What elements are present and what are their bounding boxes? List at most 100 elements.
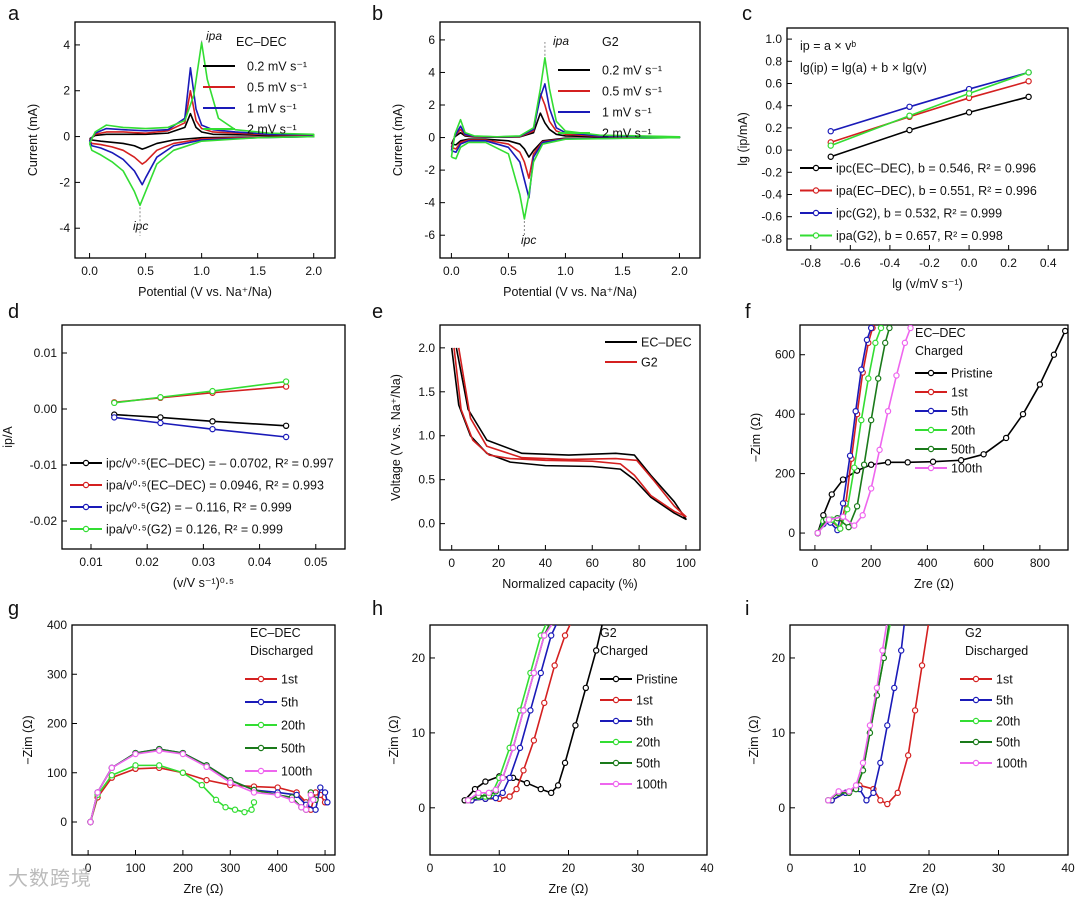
data-point [1061, 327, 1068, 335]
legend-label: 1 mV s⁻¹ [602, 106, 652, 120]
legend-title: Charged [600, 644, 648, 658]
data-point [904, 459, 911, 466]
data-point [307, 791, 315, 799]
legend-marker [82, 503, 90, 511]
data-point [551, 662, 558, 669]
legend-label: ipa(EC–DEC), b = 0.551, R² = 0.996 [836, 184, 1037, 198]
series-group [814, 325, 1068, 537]
series-line-50th [467, 625, 550, 802]
legend-marker [927, 369, 935, 377]
x-tick-label: 30 [631, 861, 645, 875]
legend-label: 5th [636, 715, 653, 729]
data-point [537, 785, 545, 793]
x-tick-label: 1.5 [614, 264, 631, 278]
panel-letter: c [742, 3, 752, 25]
x-tick-label: 20 [492, 556, 506, 570]
series-line-20th [816, 327, 882, 534]
legend-marker [257, 767, 265, 775]
legend-label: 0.5 mV s⁻¹ [602, 85, 662, 99]
equation-text: ip = a × vᵇ [800, 39, 856, 53]
y-tick-label: 0 [778, 801, 785, 815]
data-point [882, 339, 889, 347]
legend-marker [612, 738, 620, 746]
y-axis-label: ip/A [1, 426, 15, 448]
data-point [845, 523, 852, 531]
series-line-g2 [453, 347, 687, 518]
data-point [209, 387, 216, 395]
legend-marker [972, 717, 980, 725]
series-line-50th [827, 625, 890, 801]
series-line-ipaecdecb0551r0996 [830, 80, 1029, 144]
series-group [461, 618, 603, 804]
data-point [506, 774, 513, 782]
legend-label: ipc/v⁰·⁵(G2) = – 0.116, R² = 0.999 [106, 501, 292, 515]
y-tick-label: -2 [59, 175, 70, 189]
x-axis-label: Zre (Ω) [914, 577, 954, 591]
data-point [1025, 69, 1032, 76]
legend-label: 100th [996, 757, 1027, 771]
data-point [157, 414, 164, 421]
y-tick-label: 0 [418, 801, 425, 815]
legend-label: G2 [641, 356, 658, 370]
legend-marker [972, 696, 980, 704]
x-tick-label: 0.03 [192, 555, 216, 569]
data-point [858, 366, 865, 373]
panel-i: i 0 10 20 30 40 0 10 20 Zre (Ω) −Zim (Ω) 1st 5th 20th… [745, 598, 1075, 896]
legend-title: G2 [965, 626, 982, 640]
y-tick-label: 20 [772, 651, 786, 665]
data-point [893, 372, 900, 379]
x-tick-label: 0.02 [136, 555, 160, 569]
legend-marker [612, 717, 620, 725]
y-tick-label: 600 [775, 348, 795, 362]
data-point [902, 618, 907, 623]
panel-h: h 0 10 20 30 40 0 10 20 Zre (Ω) −Zim (Ω) Pristine 1s… [372, 598, 714, 896]
data-point [549, 618, 554, 623]
y-tick-label: 20 [412, 651, 426, 665]
data-point [1002, 434, 1010, 442]
legend-title: G2 [602, 35, 619, 49]
y-tick-label: 400 [47, 618, 67, 632]
data-point [867, 461, 875, 468]
plot-frame [61, 324, 346, 550]
data-point [111, 414, 118, 421]
y-axis-label: Current (mA) [26, 104, 40, 176]
legend-label: 20th [996, 715, 1020, 729]
data-point [886, 325, 893, 332]
y-tick-label: 0.4 [765, 99, 782, 113]
legend-marker [972, 738, 980, 746]
y-tick-label: -0.4 [761, 188, 782, 202]
data-point [891, 684, 898, 692]
series-group [825, 618, 930, 808]
data-point [155, 747, 163, 754]
plot-frame [439, 21, 701, 259]
x-tick-label: 0.05 [304, 555, 328, 569]
legend-label: 100th [636, 778, 667, 792]
data-point [561, 759, 569, 767]
data-point [582, 684, 590, 692]
x-tick-label: 0.0 [443, 264, 460, 278]
anodic-peak-label: ipa [206, 29, 222, 43]
y-axis-label: −Zim (Ω) [387, 715, 401, 764]
y-tick-label: 2 [428, 98, 435, 112]
y-tick-label: 0 [788, 526, 795, 540]
y-tick-label: -0.02 [30, 514, 58, 528]
data-point [288, 796, 296, 804]
plot-frame [799, 324, 1069, 551]
x-axis-label: Zre (Ω) [549, 882, 589, 896]
data-point [274, 791, 281, 799]
series-group [450, 57, 681, 220]
plot-frame [789, 624, 1069, 856]
x-tick-label: 300 [220, 861, 240, 875]
legend-label: ipc(G2), b = 0.532, R² = 0.999 [836, 207, 1002, 221]
data-point [1036, 381, 1044, 388]
data-point [1025, 93, 1032, 101]
y-tick-label: -2 [424, 163, 435, 177]
data-point [885, 618, 890, 623]
data-point [873, 684, 881, 692]
data-point [527, 707, 534, 714]
data-point [980, 451, 987, 458]
legend-label: 100th [281, 765, 312, 779]
x-tick-label: 0.0 [961, 256, 978, 270]
x-tick-label: 1.5 [249, 264, 266, 278]
data-point [827, 128, 834, 135]
